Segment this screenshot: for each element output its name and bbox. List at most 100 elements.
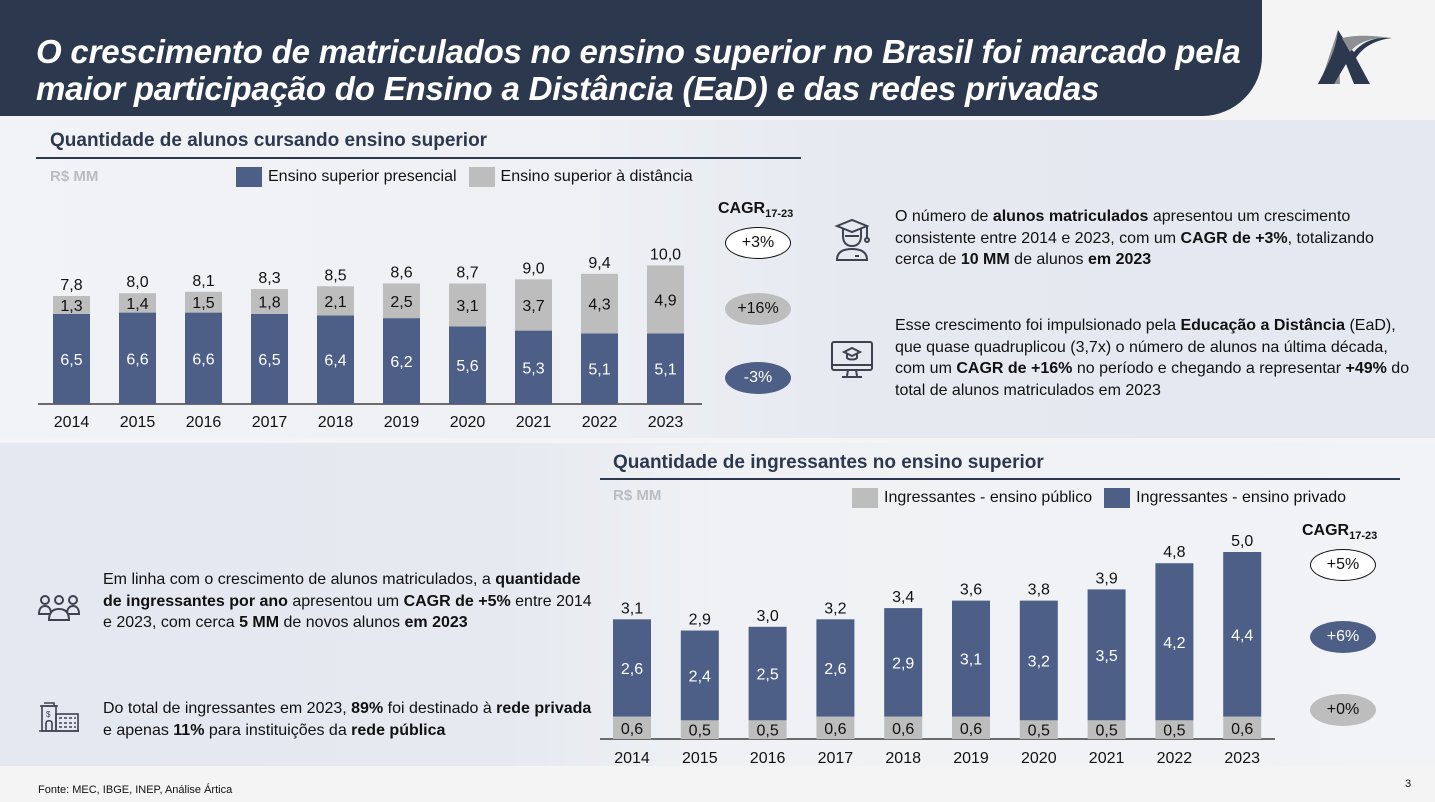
bar-segment-top xyxy=(884,608,923,717)
x-tick-label: 2018 xyxy=(318,414,354,431)
bar-segment-bottom xyxy=(1155,720,1194,739)
legend-label: Ensino superior à distância xyxy=(500,168,693,185)
logo-icon xyxy=(1318,30,1392,84)
bar-segment-top xyxy=(119,293,156,313)
bar-total-label: 3,1 xyxy=(621,600,643,617)
chart1-unit-label: R$ MM xyxy=(50,168,99,185)
bar-value-label: 0,5 xyxy=(1095,723,1117,740)
chart1-legend-item-distancia: Ensino superior à distância xyxy=(468,167,693,187)
cagr-subscript: 17-23 xyxy=(1349,530,1378,542)
x-tick-label: 2023 xyxy=(648,414,684,431)
bar-total-label: 9,4 xyxy=(588,255,610,272)
bar-total-label: 4,8 xyxy=(1163,544,1185,561)
legend-label: Ingressantes - ensino público xyxy=(884,489,1093,506)
bar-segment-top xyxy=(1087,589,1126,721)
chart1-cagr-presencial: -3% xyxy=(725,362,791,394)
legend-swatch xyxy=(468,167,495,187)
bar-total-label: 3,9 xyxy=(1095,570,1117,587)
bar-total-label: 3,4 xyxy=(892,589,914,606)
bar-segment-top xyxy=(251,289,288,314)
page-number: 3 xyxy=(1405,778,1412,790)
x-tick-label: 2017 xyxy=(818,750,854,767)
bar-value-label: 5,6 xyxy=(456,358,478,375)
bar-total-label: 7,8 xyxy=(60,277,82,294)
bar-segment-bottom xyxy=(680,720,719,739)
x-tick-label: 2021 xyxy=(1089,750,1125,767)
bar-value-label: 6,4 xyxy=(324,353,346,370)
bar-value-label: 0,6 xyxy=(1231,721,1253,738)
bar-segment-top xyxy=(680,630,719,721)
bar-segment-bottom xyxy=(647,333,684,404)
insight-top-1: O número de alunos matriculados apresent… xyxy=(895,208,1374,268)
bar-value-label: 6,5 xyxy=(258,352,280,369)
chart2-cagr-total: +5% xyxy=(1310,549,1376,581)
chart1-legend: Ensino superior presencial Ensino superi… xyxy=(236,167,705,187)
bar-segment-top xyxy=(383,283,420,319)
bar-segment-top xyxy=(1223,552,1262,717)
bar-value-label: 4,4 xyxy=(1231,627,1253,644)
bar-segment-top xyxy=(515,279,552,331)
bar-segment-bottom xyxy=(884,716,923,739)
bar-value-label: 4,3 xyxy=(588,297,610,314)
bar-value-label: 2,9 xyxy=(892,655,914,672)
bar-value-label: 3,1 xyxy=(456,298,478,315)
x-tick-label: 2021 xyxy=(516,414,552,431)
legend-swatch xyxy=(236,167,262,187)
x-tick-label: 2019 xyxy=(384,414,420,431)
bar-total-label: 8,5 xyxy=(324,267,346,284)
bar-segment-bottom xyxy=(952,716,990,739)
bar-total-label: 3,6 xyxy=(960,582,982,599)
bar-value-label: 5,3 xyxy=(522,360,544,377)
bar-value-label: 0,6 xyxy=(621,721,643,738)
bar-segment-top xyxy=(581,273,618,334)
header-banner: O crescimento de matriculados no ensino … xyxy=(0,0,1262,116)
bar-value-label: 2,4 xyxy=(689,668,711,685)
bar-segment-bottom xyxy=(581,333,618,404)
chart2-legend-item-privado: Ingressantes - ensino privado xyxy=(1104,488,1346,508)
chart2-unit-label: R$ MM xyxy=(613,487,662,504)
x-tick-label: 2020 xyxy=(450,414,486,431)
insight-bottom-2: Do total de ingressantes em 2023, 89% fo… xyxy=(103,700,592,739)
chart1-cagr-heading: CAGR17-23 xyxy=(718,200,793,220)
bar-value-label: 1,8 xyxy=(258,295,280,312)
legend-swatch xyxy=(852,488,878,508)
chart1-cagr-ead: +16% xyxy=(725,293,791,325)
bar-segment-top xyxy=(53,295,90,314)
bar-value-label: 0,5 xyxy=(689,723,711,740)
bar-segment-bottom xyxy=(383,318,420,404)
bar-total-label: 8,7 xyxy=(456,265,478,282)
bar-segment-bottom xyxy=(1087,720,1126,739)
bar-value-label: 3,1 xyxy=(960,652,982,669)
company-logo xyxy=(1310,22,1400,92)
bar-value-label: 3,5 xyxy=(1095,648,1117,665)
bar-value-label: 0,5 xyxy=(756,723,778,740)
x-tick-label: 2014 xyxy=(54,414,90,431)
page-title: O crescimento de matriculados no ensino … xyxy=(36,33,1241,107)
bar-total-label: 10,0 xyxy=(650,247,681,264)
x-tick-label: 2022 xyxy=(1157,750,1193,767)
chart2-legend-item-publico: Ingressantes - ensino público xyxy=(852,488,1092,508)
insight-top-2: Esse crescimento foi impulsionado pela E… xyxy=(895,317,1410,399)
bar-segment-bottom xyxy=(515,330,552,404)
x-tick-label: 2017 xyxy=(252,414,288,431)
bar-value-label: 0,5 xyxy=(1028,723,1050,740)
bar-value-label: 1,3 xyxy=(60,298,82,315)
bar-segment-bottom xyxy=(1019,720,1058,739)
bar-value-label: 2,5 xyxy=(390,294,412,311)
bar-value-label: 0,5 xyxy=(1163,723,1185,740)
x-tick-label: 2023 xyxy=(1224,750,1260,767)
bar-total-label: 8,0 xyxy=(126,274,148,291)
legend-label: Ingressantes - ensino privado xyxy=(1136,489,1347,506)
x-tick-label: 2020 xyxy=(1021,750,1057,767)
bar-segment-top xyxy=(185,291,222,313)
bar-value-label: 5,1 xyxy=(588,362,610,379)
bar-total-label: 8,6 xyxy=(390,265,412,282)
bar-value-label: 2,6 xyxy=(824,661,846,678)
people-group-icon xyxy=(37,594,81,627)
chart1-cagr-total: +3% xyxy=(725,227,791,259)
cagr-label: CAGR xyxy=(1302,522,1350,539)
bar-value-label: 0,6 xyxy=(824,721,846,738)
bar-total-label: 8,1 xyxy=(192,273,214,290)
bar-segment-top xyxy=(613,619,651,717)
